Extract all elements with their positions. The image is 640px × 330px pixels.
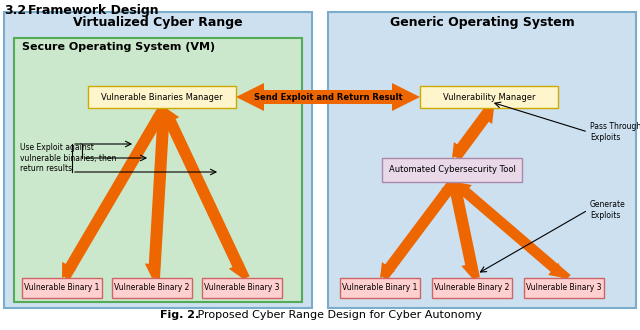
Bar — [328, 12, 636, 308]
Text: Use Exploit against
vulnerable binaries, then
return results: Use Exploit against vulnerable binaries,… — [20, 143, 116, 173]
Text: Generate
Exploits: Generate Exploits — [590, 200, 626, 220]
Text: Framework Design: Framework Design — [28, 4, 159, 17]
Text: Vulnerable Binary 2: Vulnerable Binary 2 — [435, 283, 509, 292]
Bar — [22, 278, 102, 298]
Text: Automated Cybersecurity Tool: Automated Cybersecurity Tool — [388, 166, 515, 175]
Text: Vulnerable Binary 1: Vulnerable Binary 1 — [342, 283, 418, 292]
Bar — [382, 158, 522, 182]
Text: Secure Operating System (VM): Secure Operating System (VM) — [22, 42, 215, 52]
Text: Vulnerable Binary 1: Vulnerable Binary 1 — [24, 283, 100, 292]
Bar — [112, 278, 192, 298]
Polygon shape — [449, 179, 564, 278]
Text: 3.2: 3.2 — [4, 4, 26, 17]
Bar — [524, 278, 604, 298]
Text: Vulnerability Manager: Vulnerability Manager — [443, 92, 535, 102]
Bar — [340, 278, 420, 298]
Bar — [202, 278, 282, 298]
Polygon shape — [236, 83, 420, 111]
Polygon shape — [158, 106, 243, 278]
Bar — [88, 86, 236, 108]
Polygon shape — [452, 106, 492, 158]
Text: Generic Operating System: Generic Operating System — [390, 16, 574, 29]
Polygon shape — [451, 182, 480, 279]
Polygon shape — [456, 182, 571, 281]
Polygon shape — [448, 181, 477, 278]
Text: Pass Through
Exploits: Pass Through Exploits — [590, 122, 640, 142]
Bar — [432, 278, 512, 298]
Text: Vulnerable Binaries Manager: Vulnerable Binaries Manager — [101, 92, 223, 102]
Text: Proposed Cyber Range Design for Cyber Autonomy: Proposed Cyber Range Design for Cyber Au… — [194, 310, 482, 320]
Bar — [14, 38, 302, 302]
Bar — [420, 86, 558, 108]
Text: Vulnerable Binary 3: Vulnerable Binary 3 — [526, 283, 602, 292]
Polygon shape — [145, 108, 166, 278]
Polygon shape — [152, 108, 173, 278]
Polygon shape — [164, 108, 250, 280]
Text: Vulnerable Binary 2: Vulnerable Binary 2 — [115, 283, 189, 292]
Polygon shape — [380, 180, 455, 278]
Text: Fig. 2.: Fig. 2. — [160, 310, 199, 320]
Polygon shape — [381, 182, 456, 280]
Text: Send Exploit and Return Result: Send Exploit and Return Result — [253, 92, 403, 102]
Polygon shape — [454, 108, 494, 160]
Text: Virtualized Cyber Range: Virtualized Cyber Range — [73, 16, 243, 29]
Polygon shape — [62, 106, 166, 278]
Polygon shape — [63, 108, 166, 280]
Text: Vulnerable Binary 3: Vulnerable Binary 3 — [204, 283, 280, 292]
Bar — [4, 12, 312, 308]
